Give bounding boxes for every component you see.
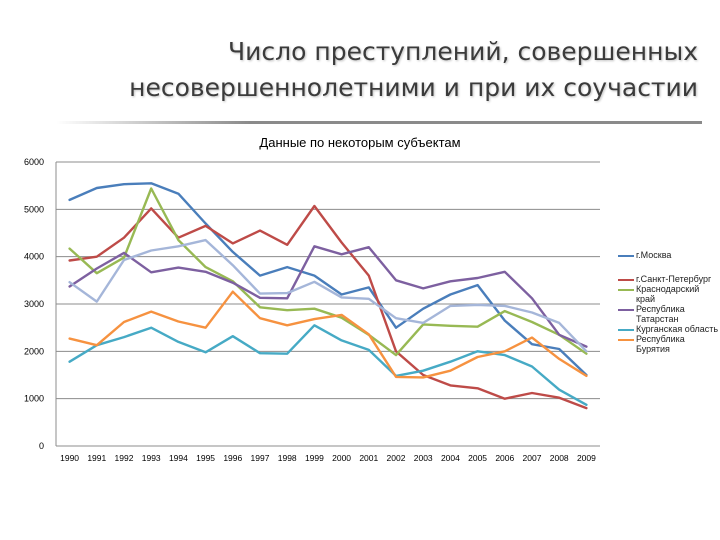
x-tick-label: 1993 (142, 453, 161, 463)
legend-item: Республика Бурятия (616, 334, 720, 354)
legend-swatch (618, 289, 634, 291)
legend-label: Республика Бурятия (636, 334, 685, 354)
legend: г.Москва г.Санкт-Петербург Краснодарский к… (616, 250, 720, 354)
legend-label: Курганская область (636, 324, 719, 334)
x-tick-label: 1997 (251, 453, 270, 463)
legend-label: Республика Татарстан (636, 304, 685, 324)
x-tick-label: 1995 (196, 453, 215, 463)
x-tick-label: 2008 (550, 453, 569, 463)
series-line-6 (68, 290, 588, 379)
title-underline (56, 121, 702, 124)
chart-title: Данные по некоторым субъектам (259, 135, 460, 150)
x-tick-label: 2006 (495, 453, 514, 463)
legend-item: Краснодарский край (616, 284, 720, 304)
legend-label: г.Санкт-Петербург (636, 274, 712, 284)
y-tick-label: 0 (39, 441, 44, 451)
x-tick-label: 2009 (577, 453, 596, 463)
legend-item: Курганская область (616, 324, 720, 334)
slide-title-line-2: несовершеннолетними и при их соучастии (129, 73, 698, 102)
legend-swatch (618, 329, 634, 331)
x-tick-label: 2003 (414, 453, 433, 463)
y-tick-label: 2000 (24, 346, 44, 356)
y-tick-label: 3000 (24, 299, 44, 309)
x-tick-label: 2002 (387, 453, 406, 463)
gridlines (56, 161, 600, 400)
y-tick-label: 6000 (24, 157, 44, 167)
x-tick-label: 2004 (441, 453, 460, 463)
x-tick-label: 1991 (87, 453, 106, 463)
x-tick-label: 1996 (223, 453, 242, 463)
x-tick-label: 1994 (169, 453, 188, 463)
legend-item: г.Москва (616, 250, 720, 260)
y-tick-label: 1000 (24, 394, 44, 404)
legend-swatch (618, 309, 634, 311)
x-tick-label: 1992 (115, 453, 134, 463)
series-line-5 (68, 324, 588, 406)
legend-label: г.Москва (636, 250, 672, 260)
x-tick-label: 2007 (523, 453, 542, 463)
x-tick-label: 1990 (60, 453, 79, 463)
legend-label: Краснодарский край (636, 284, 700, 304)
y-tick-label: 4000 (24, 252, 44, 262)
series-line-2 (68, 204, 588, 410)
legend-swatch (618, 339, 634, 341)
x-tick-label: 2005 (468, 453, 487, 463)
y-tick-label: 5000 (24, 204, 44, 214)
legend-swatch (618, 279, 634, 281)
series-line-7 (68, 238, 588, 353)
series-line-4 (68, 245, 588, 348)
legend-swatch (618, 255, 634, 257)
x-axis: 1990 1991 1992 1993 1994 1995 1996 1997 1998 1999… (56, 445, 600, 463)
x-tick-label: 2001 (359, 453, 378, 463)
x-tick-label: 1998 (278, 453, 297, 463)
x-tick-label: 2000 (332, 453, 351, 463)
legend-item: г.Санкт-Петербург (616, 274, 720, 284)
plot-area (68, 182, 588, 410)
series-line-3 (68, 187, 588, 357)
y-axis: 0 1000 2000 3000 4000 5000 6000 (24, 157, 57, 451)
x-tick-label: 1999 (305, 453, 324, 463)
slide-title-line-1: Число преступлений, совершенных (228, 37, 698, 66)
slide-title: Число преступлений, совершенных несоверш… (20, 34, 698, 106)
legend-item: Республика Татарстан (616, 304, 720, 324)
